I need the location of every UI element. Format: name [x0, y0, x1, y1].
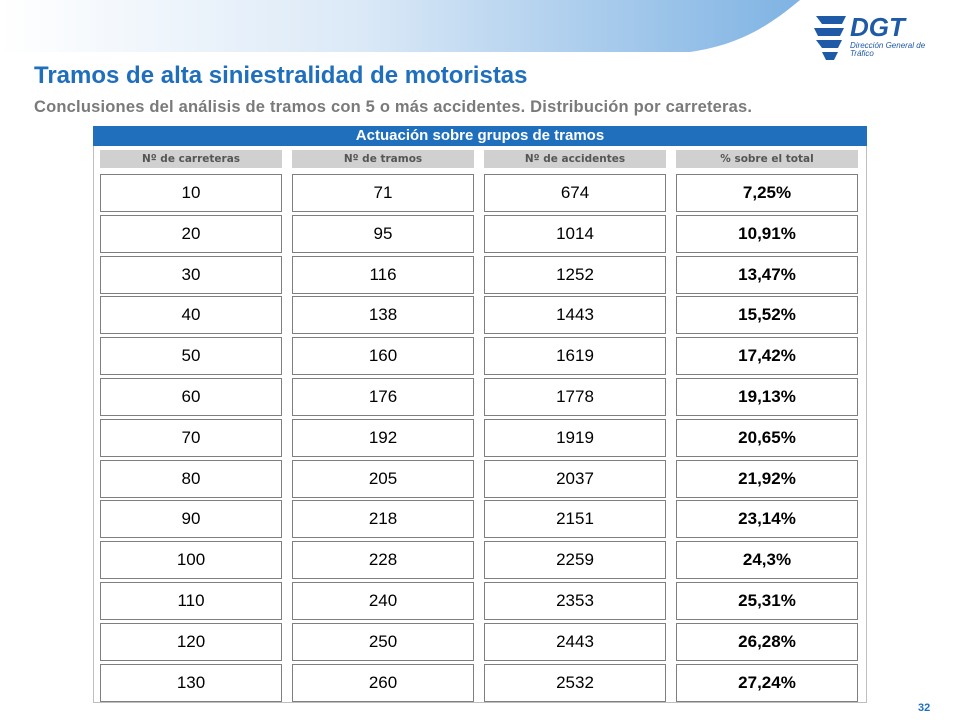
column-headers: Nº de carreteras Nº de tramos Nº de acci…: [100, 150, 860, 168]
cell-carreteras: 130: [100, 663, 282, 702]
column-header-carreteras: Nº de carreteras: [100, 150, 282, 168]
table-row: 50 160 1619 17,42%: [100, 337, 860, 376]
cell-accidentes: 2532: [484, 663, 666, 702]
cell-tramos: 228: [292, 541, 474, 580]
table-row: 100 228 2259 24,3%: [100, 541, 860, 580]
table-row: 40 138 1443 15,52%: [100, 296, 860, 335]
cell-accidentes: 2151: [484, 500, 666, 539]
cell-accidentes: 1619: [484, 337, 666, 376]
cell-accidentes: 2353: [484, 582, 666, 620]
cell-accidentes: 1014: [484, 214, 666, 253]
cell-carreteras: 60: [100, 378, 282, 416]
cell-carreteras: 110: [100, 582, 282, 620]
cell-accidentes: 2259: [484, 541, 666, 580]
table-row: 30 116 1252 13,47%: [100, 255, 860, 294]
cell-carreteras: 50: [100, 337, 282, 376]
table-row: 90 218 2151 23,14%: [100, 500, 860, 539]
cell-carreteras: 10: [100, 174, 282, 212]
cell-porcentaje: 10,91%: [676, 214, 858, 253]
cell-tramos: 250: [292, 622, 474, 661]
cell-tramos: 116: [292, 255, 474, 294]
cell-porcentaje: 26,28%: [676, 622, 858, 661]
page-subtitle: Conclusiones del análisis de tramos con …: [34, 98, 753, 116]
cell-tramos: 160: [292, 337, 474, 376]
cell-porcentaje: 17,42%: [676, 337, 858, 376]
cell-porcentaje: 7,25%: [676, 174, 858, 212]
cell-tramos: 218: [292, 500, 474, 539]
cell-tramos: 240: [292, 582, 474, 620]
cell-porcentaje: 19,13%: [676, 378, 858, 416]
cell-carreteras: 30: [100, 255, 282, 294]
cell-tramos: 71: [292, 174, 474, 212]
cell-accidentes: 2443: [484, 622, 666, 661]
cell-accidentes: 1443: [484, 296, 666, 335]
cell-tramos: 176: [292, 378, 474, 416]
cell-accidentes: 1919: [484, 418, 666, 457]
table-row: 120 250 2443 26,28%: [100, 622, 860, 661]
cell-tramos: 192: [292, 418, 474, 457]
cell-porcentaje: 21,92%: [676, 459, 858, 498]
cell-carreteras: 70: [100, 418, 282, 457]
cell-accidentes: 1252: [484, 255, 666, 294]
table-row: 80 205 2037 21,92%: [100, 459, 860, 498]
page-number: 32: [918, 702, 931, 714]
column-header-porcentaje: % sobre el total: [676, 150, 858, 168]
table-row: 110 240 2353 25,31%: [100, 582, 860, 620]
logo-subtitle: Dirección General de Tráfico: [850, 41, 926, 58]
cell-accidentes: 2037: [484, 459, 666, 498]
cell-tramos: 138: [292, 296, 474, 335]
table-row: 60 176 1778 19,13%: [100, 378, 860, 416]
column-header-accidentes: Nº de accidentes: [484, 150, 666, 168]
cell-tramos: 260: [292, 663, 474, 702]
logo-text: DGT: [850, 12, 905, 42]
cell-carreteras: 90: [100, 500, 282, 539]
table-row: 130 260 2532 27,24%: [100, 663, 860, 702]
cell-porcentaje: 25,31%: [676, 582, 858, 620]
cell-porcentaje: 13,47%: [676, 255, 858, 294]
cell-porcentaje: 27,24%: [676, 663, 858, 702]
cell-tramos: 205: [292, 459, 474, 498]
table-row: 70 192 1919 20,65%: [100, 418, 860, 457]
cell-carreteras: 100: [100, 541, 282, 580]
header-swoosh: [0, 0, 800, 52]
cell-carreteras: 40: [100, 296, 282, 335]
cell-carreteras: 120: [100, 622, 282, 661]
cell-porcentaje: 24,3%: [676, 541, 858, 580]
cell-accidentes: 1778: [484, 378, 666, 416]
cell-porcentaje: 20,65%: [676, 418, 858, 457]
cell-porcentaje: 23,14%: [676, 500, 858, 539]
section-header: Actuación sobre grupos de tramos: [93, 126, 867, 146]
dgt-logo-icon: [814, 16, 846, 60]
cell-tramos: 95: [292, 214, 474, 253]
cell-porcentaje: 15,52%: [676, 296, 858, 335]
page-title: Tramos de alta siniestralidad de motoris…: [34, 62, 528, 89]
cell-accidentes: 674: [484, 174, 666, 212]
column-header-tramos: Nº de tramos: [292, 150, 474, 168]
cell-carreteras: 20: [100, 214, 282, 253]
table-row: 10 71 674 7,25%: [100, 174, 860, 212]
table-row: 20 95 1014 10,91%: [100, 214, 860, 253]
cell-carreteras: 80: [100, 459, 282, 498]
